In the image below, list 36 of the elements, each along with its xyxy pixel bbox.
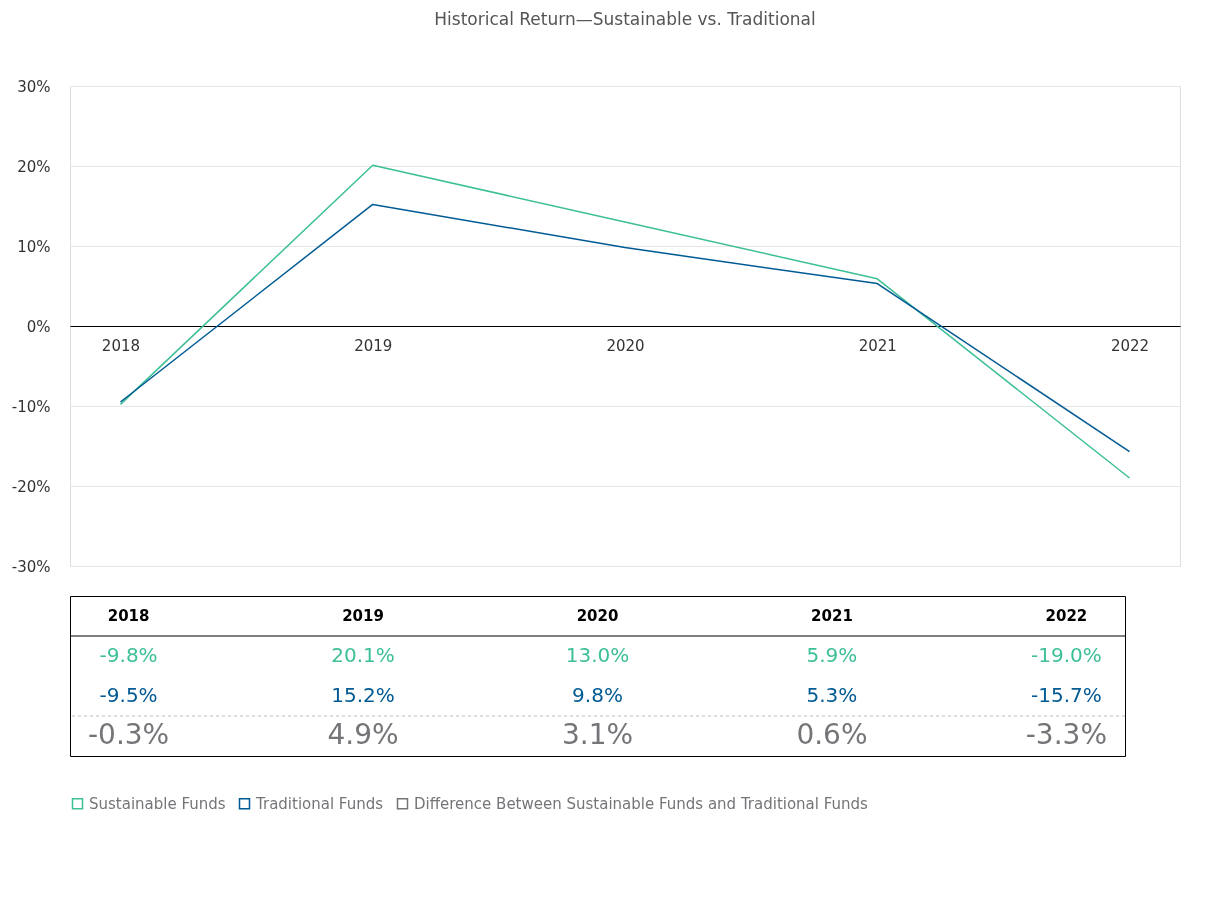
y-tick-label: 30%	[17, 77, 51, 96]
text: 4.9%	[327, 718, 399, 751]
legend-label: Difference Between Sustainable Funds and Traditional Funds	[414, 794, 869, 813]
data-label: -9.5%	[99, 683, 158, 707]
category-label: 2022	[1045, 607, 1088, 625]
y-tick-label: 10%	[17, 237, 51, 256]
text: -0.3%	[87, 718, 170, 751]
category-label: 2019	[342, 607, 384, 625]
y-tick-label: 0%	[26, 317, 51, 336]
chart-title: Historical Return—Sustainable vs. Traditional	[434, 9, 816, 29]
text: -3.3%	[1025, 718, 1108, 751]
x-tick-label: 2021	[858, 336, 897, 355]
category-label: 2018	[107, 607, 150, 625]
legend-label: Traditional Funds	[255, 794, 384, 813]
category-label: 2020	[576, 607, 619, 625]
y-tick-label: 20%	[17, 157, 51, 176]
data-label: 9.8%	[572, 683, 623, 707]
category-label: 2021	[811, 607, 853, 625]
y-tick-label: -10%	[11, 397, 51, 416]
text: 3.1%	[561, 718, 634, 751]
data-label: 13.0%	[565, 643, 630, 667]
x-tick-label: 2022	[1110, 336, 1150, 355]
data-label: 20.1%	[331, 643, 395, 667]
data-label: -19.0%	[1031, 643, 1102, 667]
data-label: 15.2%	[331, 683, 395, 707]
data-label: 5.9%	[806, 643, 858, 667]
x-tick-label: 2019	[354, 336, 393, 355]
y-tick-label: -30%	[11, 557, 51, 576]
data-label: -15.7%	[1031, 683, 1102, 707]
data-label: -9.8%	[99, 643, 158, 667]
data-label: 5.3%	[806, 683, 858, 707]
x-tick-label: 2018	[101, 336, 141, 355]
legend-label: Sustainable Funds	[89, 794, 226, 813]
x-tick-label: 2020	[606, 336, 645, 355]
text: 0.6%	[796, 718, 868, 751]
y-tick-label: -20%	[11, 477, 51, 496]
